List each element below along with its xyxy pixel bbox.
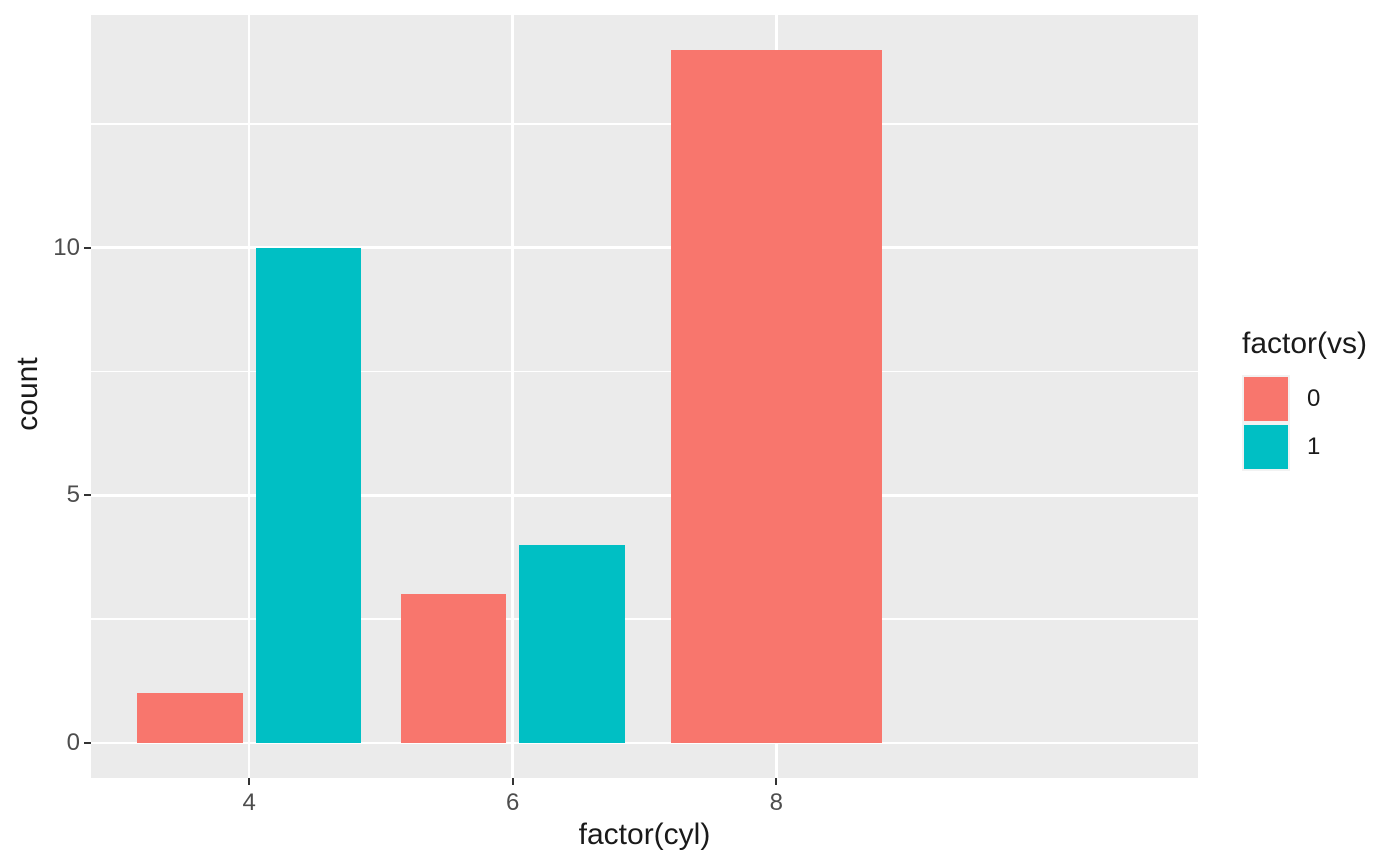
major-gridline bbox=[91, 494, 1198, 497]
y-tick-label: 5 bbox=[66, 481, 80, 509]
minor-gridline bbox=[91, 618, 1198, 620]
major-gridline-vertical bbox=[247, 15, 251, 778]
x-tick-mark bbox=[248, 777, 251, 785]
major-gridline bbox=[91, 741, 1198, 745]
y-tick-mark bbox=[84, 246, 91, 249]
bar-cyl6-vs0 bbox=[400, 594, 507, 743]
x-tick-mark bbox=[511, 777, 514, 785]
minor-gridline bbox=[91, 123, 1198, 125]
x-tick-mark bbox=[775, 777, 778, 785]
bar-cyl8-vs0 bbox=[670, 49, 882, 743]
legend-key-label: 0 bbox=[1307, 385, 1321, 412]
y-tick-mark bbox=[84, 494, 91, 497]
legend-key-box bbox=[1242, 423, 1290, 471]
minor-gridline bbox=[91, 370, 1198, 373]
x-tick-label: 6 bbox=[506, 788, 520, 816]
legend-entry-1: 1 bbox=[1242, 423, 1367, 471]
x-tick-label: 4 bbox=[242, 788, 256, 816]
legend-title: factor(vs) bbox=[1242, 327, 1368, 360]
y-axis-title: count bbox=[11, 357, 44, 431]
legend-key-swatch-0 bbox=[1244, 377, 1288, 421]
bar-cyl4-vs1 bbox=[255, 247, 362, 743]
legend-key-swatch-1 bbox=[1244, 425, 1288, 469]
x-axis-title: factor(cyl) bbox=[578, 818, 711, 851]
major-gridline-vertical bbox=[511, 15, 514, 778]
plot-panel bbox=[91, 15, 1198, 778]
legend-entry-0: 0 bbox=[1242, 375, 1367, 423]
y-tick-label: 0 bbox=[66, 728, 80, 756]
legend-key-label: 1 bbox=[1307, 433, 1321, 460]
bar-cyl4-vs0 bbox=[137, 693, 243, 743]
y-tick-mark bbox=[84, 741, 91, 744]
bar-cyl6-vs1 bbox=[519, 544, 625, 743]
major-gridline bbox=[91, 246, 1198, 249]
x-tick-label: 8 bbox=[769, 788, 783, 816]
y-tick-label: 10 bbox=[53, 233, 80, 261]
legend-key-box bbox=[1242, 375, 1290, 423]
